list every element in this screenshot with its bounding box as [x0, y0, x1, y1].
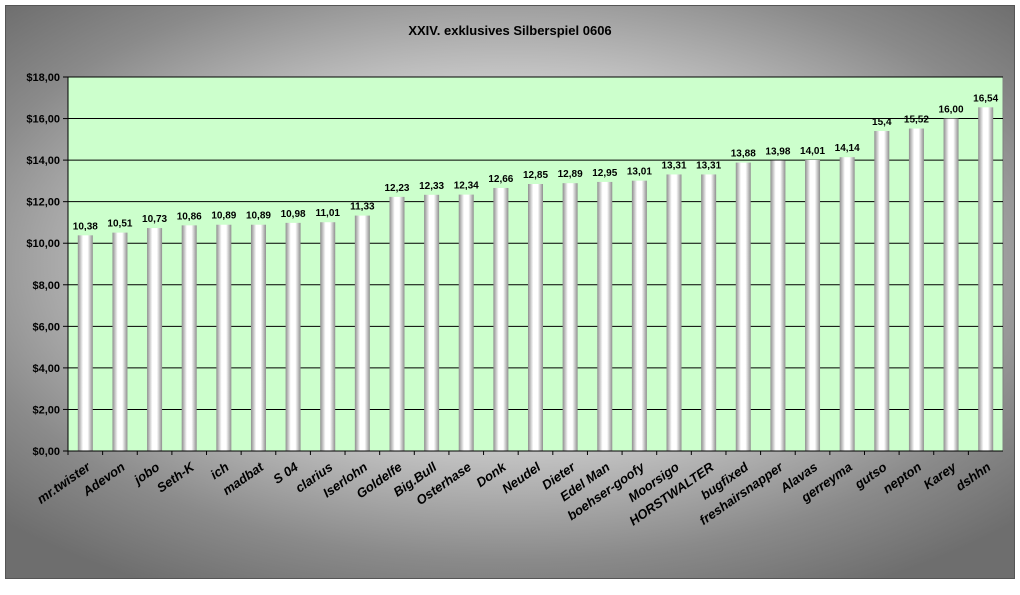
data-label: 10,89	[246, 211, 271, 222]
bar	[735, 162, 751, 452]
data-label: 13,98	[765, 147, 790, 158]
y-tick-label: $0,00	[32, 446, 60, 458]
data-label: 11,01	[315, 208, 340, 219]
data-label: 12,23	[384, 183, 409, 194]
x-tick-label: Seth-K	[154, 458, 198, 495]
bar	[389, 196, 405, 451]
bar	[250, 224, 266, 451]
data-label: 10,51	[107, 219, 132, 230]
bar	[562, 183, 578, 451]
bar	[354, 215, 370, 451]
bar	[216, 224, 232, 451]
bar	[320, 222, 336, 451]
data-label: 16,54	[973, 93, 998, 104]
x-tick-label: dshhn	[953, 459, 994, 494]
bar	[805, 159, 821, 452]
bar	[839, 157, 855, 452]
y-axis: $0,00 $2,00 $4,00 $6,00 $8,00 $10,00 $12,00 $14…	[26, 72, 69, 458]
data-label: 12,33	[419, 181, 444, 192]
x-tick-label: nepton	[880, 459, 924, 496]
data-label: 12,85	[523, 170, 548, 181]
data-label: 10,86	[177, 211, 202, 222]
bar	[978, 107, 994, 451]
data-label: 13,88	[731, 149, 756, 160]
data-label: 11,33	[350, 202, 375, 213]
y-tick-label: $18,00	[26, 72, 60, 84]
data-label: 10,73	[142, 214, 167, 225]
y-tick-label: $12,00	[26, 197, 60, 209]
data-label: 14,01	[800, 146, 825, 157]
data-label: 12,66	[488, 174, 513, 185]
y-tick-label: $14,00	[26, 155, 60, 167]
data-labels: 10,38 10,51 10,73 10,86 10,89 10,89 10,98 11,01…	[73, 93, 999, 232]
bar	[458, 194, 474, 451]
bar	[666, 174, 682, 451]
x-tick-label: Neudel	[499, 459, 543, 496]
data-label: 13,31	[696, 160, 721, 171]
bar	[528, 184, 543, 451]
chart-title: XXIV. exklusives Silberspiel 0606	[408, 23, 611, 38]
data-label: 10,38	[73, 221, 98, 232]
bar	[77, 235, 93, 451]
bar	[112, 232, 128, 451]
bar	[597, 181, 613, 451]
bar	[631, 180, 647, 452]
data-label: 12,95	[592, 168, 617, 179]
y-tick-label: $16,00	[26, 114, 60, 126]
data-label: 13,01	[627, 167, 652, 178]
bar	[424, 194, 440, 451]
bar	[285, 222, 301, 451]
data-label: 10,89	[211, 211, 236, 222]
data-label: 12,89	[558, 169, 583, 180]
data-label: 10,98	[281, 209, 306, 220]
bar	[770, 160, 786, 451]
bars	[77, 107, 994, 452]
bar	[181, 225, 197, 451]
bar	[147, 228, 163, 451]
bar	[701, 174, 717, 451]
data-label: 14,14	[835, 143, 860, 154]
x-tick-label: Karey	[921, 459, 960, 492]
data-label: 12,34	[454, 181, 479, 192]
y-tick-label: $6,00	[32, 321, 60, 333]
data-label: 16,00	[939, 105, 964, 116]
bar	[908, 128, 924, 452]
y-tick-label: $10,00	[26, 238, 60, 250]
bar	[874, 131, 890, 451]
data-label: 15,4	[872, 117, 892, 128]
data-label: 13,31	[662, 160, 687, 171]
y-tick-label: $4,00	[32, 363, 60, 375]
bar	[943, 118, 959, 452]
y-tick-label: $2,00	[32, 404, 60, 416]
bar	[493, 187, 509, 451]
y-tick-label: $8,00	[32, 280, 60, 292]
data-label: 15,52	[904, 115, 929, 126]
